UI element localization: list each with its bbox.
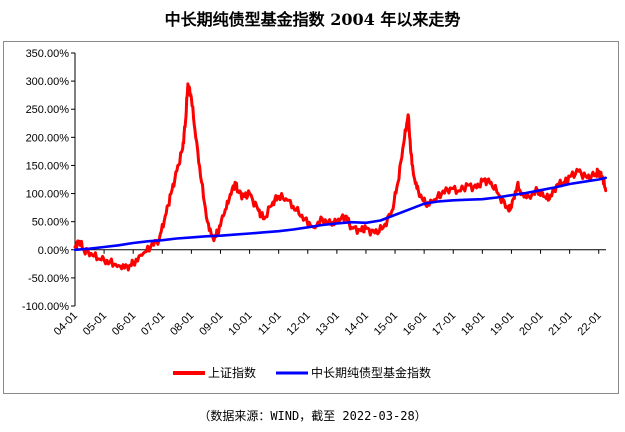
legend-label-bond-fund: 中长期纯债型基金指数 (311, 365, 431, 380)
x-tick-label: 15-01 (372, 310, 400, 338)
x-tick-label: 11-01 (256, 310, 284, 338)
x-tick-label: 05-01 (81, 310, 109, 338)
y-tick-label: 50.00% (32, 217, 70, 229)
x-tick-label: 07-01 (139, 310, 167, 338)
chart-frame (3, 41, 619, 394)
y-tick-label: 250.00% (26, 104, 70, 116)
x-tick-label: 04-01 (52, 310, 80, 338)
x-tick-label: 12-01 (285, 310, 313, 338)
legend-label-shanghai: 上证指数 (208, 365, 256, 380)
x-tick-label: 06-01 (110, 310, 138, 338)
y-tick-label: 350.00% (26, 48, 70, 60)
x-tick-label: 09-01 (197, 310, 225, 338)
y-tick-label: 100.00% (26, 189, 70, 201)
x-tick-label: 19-01 (488, 310, 516, 338)
y-tick-label: 0.00% (38, 245, 69, 257)
y-tick-label: 300.00% (26, 76, 70, 88)
x-tick-label: 21-01 (546, 310, 574, 338)
x-tick-label: 22-01 (575, 310, 603, 338)
x-tick-label: 13-01 (314, 310, 342, 338)
data-source-note: （数据来源：WIND，截至 2022-03-28） (198, 409, 427, 423)
series-line-bond-fund (73, 176, 607, 252)
chart-title: 中长期纯债型基金指数 2004 年以来走势 (164, 10, 461, 29)
y-tick-label: -50.00% (28, 273, 69, 285)
y-tick-label: -100.00% (22, 301, 69, 313)
y-tick-label: 150.00% (26, 160, 70, 172)
x-tick-label: 17-01 (430, 310, 458, 338)
x-tick-label: 10-01 (226, 310, 254, 338)
x-tick-label: 16-01 (401, 310, 429, 338)
series-line-shanghai (73, 82, 608, 272)
x-tick-label: 20-01 (517, 310, 545, 338)
legend: 上证指数 中长期纯债型基金指数 (173, 365, 431, 380)
x-tick-label: 18-01 (459, 310, 487, 338)
x-tick-label: 14-01 (343, 310, 371, 338)
series-layer (73, 82, 608, 272)
y-tick-label: 200.00% (26, 132, 70, 144)
x-tick-label: 08-01 (168, 310, 196, 338)
